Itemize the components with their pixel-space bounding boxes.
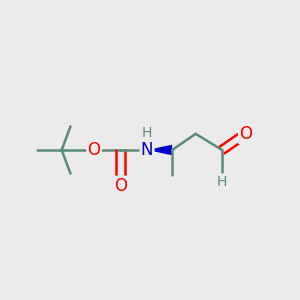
Text: O: O	[239, 125, 252, 143]
Text: H: H	[217, 175, 227, 188]
Text: H: H	[142, 126, 152, 140]
Polygon shape	[147, 145, 172, 155]
Text: O: O	[114, 177, 127, 195]
Text: N: N	[141, 141, 153, 159]
Text: O: O	[88, 141, 100, 159]
